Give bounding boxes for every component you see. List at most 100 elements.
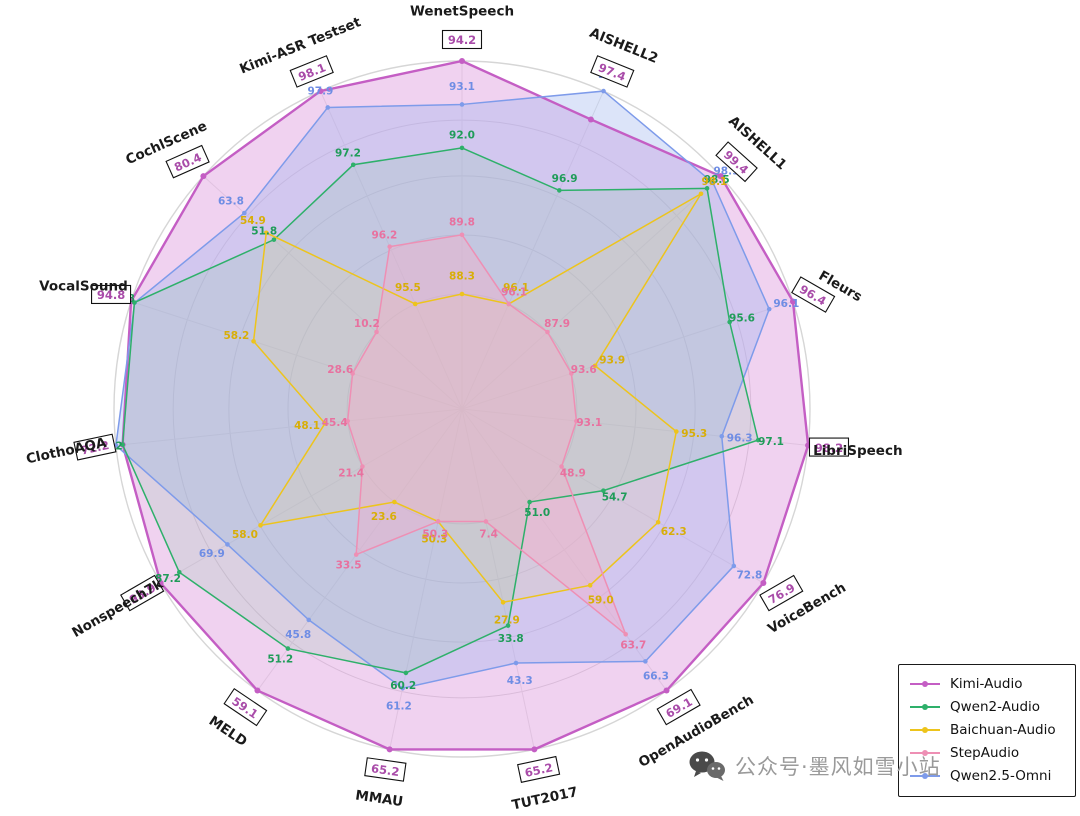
data-point	[760, 580, 767, 586]
series-fill-Qwen2.5-Omni	[115, 91, 770, 689]
axis-label: LibriSpeech	[813, 443, 903, 459]
legend-item-Qwen2-Audio: Qwen2-Audio	[909, 695, 1065, 718]
axis-label: ClothoAQA	[25, 435, 109, 468]
value-label: 51.2	[267, 654, 293, 666]
value-label: 23.6	[371, 511, 397, 523]
data-point	[643, 659, 648, 664]
data-point	[374, 329, 379, 335]
svg-text:65.2: 65.2	[370, 761, 400, 779]
data-point	[200, 173, 207, 180]
series-line-Baichuan-Audio	[251, 191, 704, 605]
data-point	[623, 632, 628, 637]
data-point	[755, 437, 761, 443]
data-point	[317, 88, 324, 95]
data-point	[789, 298, 796, 305]
hero-boxed-value: 98.1	[289, 55, 334, 88]
data-point	[350, 162, 356, 168]
value-label: 98.1	[701, 176, 727, 188]
data-point	[322, 421, 328, 426]
data-point	[285, 646, 291, 651]
value-label: 27.9	[494, 614, 520, 626]
value-label: 69.9	[199, 548, 225, 560]
value-label: 96.2	[371, 229, 397, 241]
value-label: 88.3	[449, 271, 475, 283]
hero-boxed-value: 98.2	[808, 437, 850, 457]
value-label: 10.2	[354, 318, 380, 330]
legend-label: Kimi-Audio	[950, 675, 1023, 692]
value-label: 93.1	[449, 81, 475, 93]
axis-label: VocalSound	[39, 279, 128, 295]
series-fill-Baichuan-Audio	[253, 193, 702, 603]
data-point	[387, 244, 393, 249]
axis-label: MMAU	[354, 788, 404, 811]
data-point	[766, 306, 772, 312]
value-label: 96.9	[552, 173, 578, 185]
data-point	[483, 519, 489, 524]
legend-label: Baichuan-Audio	[950, 721, 1056, 738]
data-point	[531, 746, 538, 753]
legend-swatch	[910, 772, 940, 779]
data-point	[663, 687, 670, 694]
hero-boxed-value: 69.1	[656, 688, 701, 726]
value-label: 45.8	[285, 629, 311, 641]
data-point	[545, 329, 550, 335]
axis-label: WenetSpeech	[410, 4, 514, 20]
data-point	[527, 499, 532, 505]
data-point	[731, 563, 737, 569]
series-labels-Baichuan-Audio: 88.3 96.1 98.1 93.9 95.3 62.3 59.0 27.9 50.3 23.6…	[223, 176, 727, 626]
value-label: 45.4	[322, 417, 348, 429]
hero-boxed-value: 59.1	[223, 687, 268, 727]
axis-label: TUT2017	[510, 784, 579, 814]
value-label: 61.2	[386, 700, 412, 712]
data-point	[350, 371, 355, 376]
data-point	[258, 523, 263, 528]
hero-boxed-value: 65.2	[364, 757, 407, 782]
hero-boxed-value: 94.8	[91, 284, 132, 305]
legend-label: StepAudio	[950, 744, 1020, 761]
data-point	[459, 232, 465, 238]
data-point	[271, 237, 277, 242]
value-label: 95.6	[729, 313, 755, 325]
data-point	[459, 291, 465, 297]
data-point	[386, 746, 393, 753]
data-point	[655, 519, 661, 525]
value-label: 58.0	[232, 529, 258, 541]
data-point	[459, 58, 465, 64]
axis-label: Nonspeech7k	[69, 575, 166, 640]
data-point	[459, 145, 465, 151]
data-point	[392, 499, 397, 505]
value-label: 48.1	[294, 420, 320, 432]
data-point	[601, 88, 606, 94]
legend-label: Qwen2-Audio	[950, 698, 1041, 715]
series-line-StepAudio	[345, 232, 628, 637]
legend-item-StepAudio: StepAudio	[909, 741, 1065, 764]
value-label: 59.0	[588, 594, 614, 606]
value-label: 97.9	[307, 86, 333, 98]
legend-item-Qwen2.5-Omni: Qwen2.5-Omni	[909, 764, 1065, 787]
legend-label: Qwen2.5-Omni	[950, 767, 1052, 784]
value-label: 93.6	[571, 364, 597, 376]
svg-text:65.2: 65.2	[523, 760, 554, 780]
data-point	[505, 623, 511, 628]
value-label: 50.3	[422, 529, 448, 541]
data-point	[727, 319, 732, 325]
value-label: 96.1	[503, 282, 529, 294]
value-label: 93.1	[576, 417, 602, 429]
axis-label: MELD	[206, 713, 250, 750]
value-label: 33.5	[336, 560, 362, 572]
legend-swatch	[910, 726, 940, 733]
data-point	[500, 600, 506, 605]
data-point	[674, 429, 679, 434]
data-point	[569, 371, 574, 376]
series-fill-Qwen2-Audio	[122, 147, 759, 673]
data-point	[587, 583, 593, 588]
legend-item-Kimi-Audio: Kimi-Audio	[909, 672, 1065, 695]
value-label: 66.3	[643, 670, 669, 682]
value-label: 21.4	[338, 468, 364, 480]
value-label: 89.8	[449, 216, 475, 228]
value-label: 28.6	[327, 364, 353, 376]
value-label: 63.8	[218, 195, 244, 207]
